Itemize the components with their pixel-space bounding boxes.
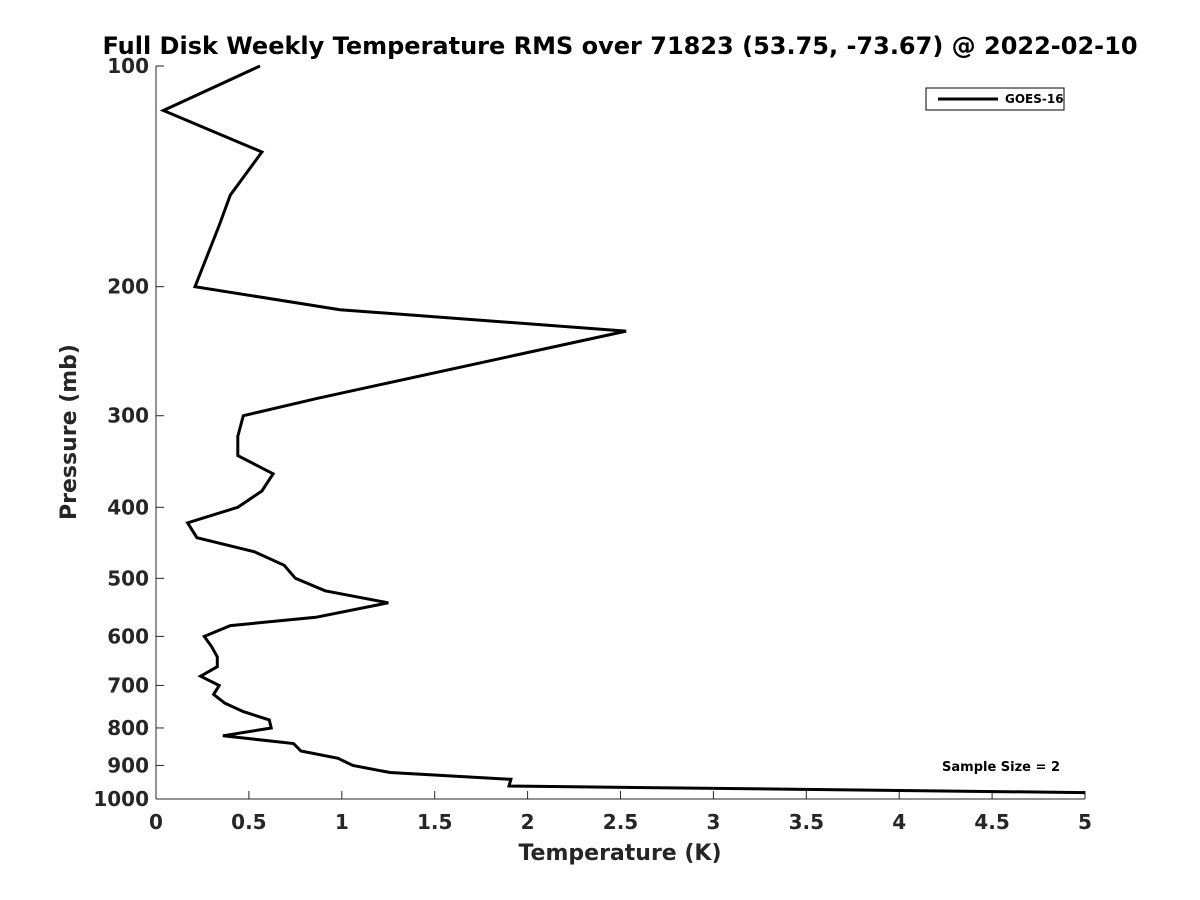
y-tick-label: 700 <box>107 673 149 697</box>
y-axis-label: Pressure (mb) <box>57 344 82 520</box>
y-tick-label: 800 <box>107 716 149 740</box>
x-tick-label: 0.5 <box>231 810 266 834</box>
x-tick-label: 2.5 <box>603 810 638 834</box>
series-line-goes-16 <box>159 64 1086 795</box>
y-tick-label: 900 <box>107 753 149 777</box>
x-tick-label: 1 <box>335 810 349 834</box>
x-tick-label: 2 <box>521 810 535 834</box>
y-axis: 100 200 300 400 500 600 700 800 900 1000 <box>93 54 164 811</box>
x-tick-label: 0 <box>149 810 163 834</box>
legend: GOES-16 <box>925 87 1065 111</box>
y-tick-label: 600 <box>107 624 149 648</box>
x-tick-label: 3 <box>706 810 720 834</box>
series-layer <box>159 64 1086 795</box>
x-tick-label: 1.5 <box>417 810 452 834</box>
sample-size-annotation: Sample Size = 2 <box>942 760 1060 775</box>
chart-title: Full Disk Weekly Temperature RMS over 71… <box>102 32 1137 60</box>
x-axis-label: Temperature (K) <box>518 841 721 866</box>
x-tick-label: 5 <box>1078 810 1092 834</box>
x-tick-label: 4.5 <box>974 810 1009 834</box>
x-axis: 0 0.5 1 1.5 2 2.5 3 3.5 4 4.5 5 <box>149 791 1092 834</box>
y-tick-label: 500 <box>107 566 149 590</box>
y-tick-label: 100 <box>107 54 149 78</box>
x-tick-label: 4 <box>892 810 906 834</box>
y-tick-label: 400 <box>107 495 149 519</box>
y-tick-label: 200 <box>107 275 149 299</box>
legend-label-goes-16: GOES-16 <box>1005 92 1064 106</box>
x-tick-label: 3.5 <box>789 810 824 834</box>
y-tick-label: 300 <box>107 404 149 428</box>
y-tick-label: 1000 <box>93 787 149 811</box>
